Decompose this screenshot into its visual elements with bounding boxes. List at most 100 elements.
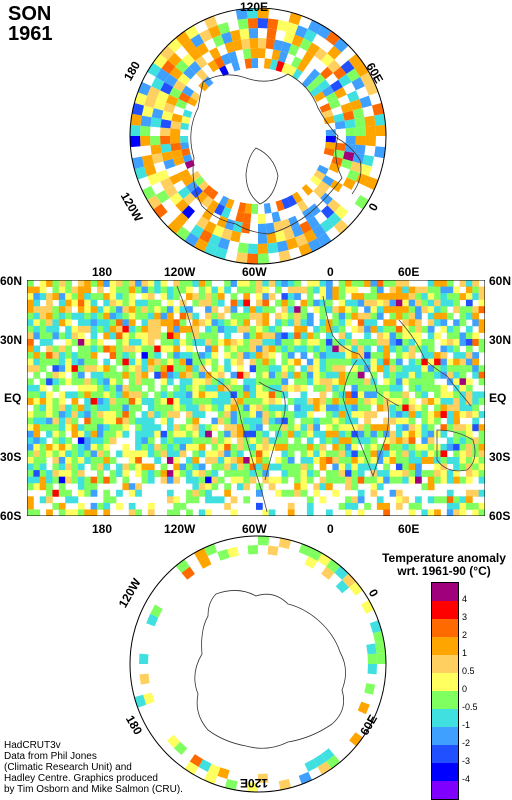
anomaly-cell	[325, 417, 333, 425]
anomaly-cell	[389, 450, 397, 458]
anomaly-cell	[27, 502, 34, 510]
anomaly-cell	[179, 443, 187, 451]
anomaly-cell	[135, 339, 142, 346]
anomaly-cell	[27, 411, 34, 419]
polar-anomaly-cell	[365, 125, 376, 136]
anomaly-cell	[453, 404, 460, 412]
anomaly-cell	[141, 339, 149, 346]
anomaly-cell	[39, 312, 47, 320]
anomaly-cell	[421, 391, 429, 399]
anomaly-cell	[224, 345, 231, 353]
anomaly-cell	[173, 424, 181, 432]
polar-anomaly-cell	[217, 237, 231, 250]
anomaly-cell	[77, 384, 85, 392]
anomaly-cell	[402, 437, 410, 445]
anomaly-cell	[268, 398, 276, 405]
anomaly-cell	[116, 470, 123, 478]
anomaly-cell	[230, 430, 238, 438]
anomaly-cell	[116, 345, 123, 353]
polar-anomaly-cell	[190, 224, 204, 239]
anomaly-cell	[128, 332, 136, 340]
anomaly-cell	[52, 443, 60, 451]
anomaly-cell	[256, 489, 263, 497]
anomaly-cell	[434, 476, 441, 484]
polar-anomaly-cell	[258, 38, 267, 49]
anomaly-cell	[306, 450, 314, 458]
anomaly-cell	[77, 312, 85, 320]
anomaly-cell	[446, 286, 454, 294]
anomaly-cell	[472, 509, 480, 516]
anomaly-cell	[434, 450, 441, 458]
anomaly-cell	[427, 476, 435, 484]
polar-anomaly-cell	[242, 212, 252, 224]
anomaly-cell	[90, 424, 98, 432]
anomaly-cell	[90, 371, 98, 379]
anomaly-cell	[58, 293, 66, 301]
anomaly-cell	[383, 365, 390, 373]
anomaly-cell	[446, 293, 454, 301]
polar-anomaly-cell	[130, 124, 141, 136]
anomaly-cell	[325, 332, 333, 340]
polar-anomaly-cell	[355, 172, 369, 186]
anomaly-cell	[306, 470, 314, 478]
anomaly-cell	[186, 509, 193, 516]
anomaly-cell	[147, 437, 155, 445]
anomaly-cell	[39, 443, 47, 451]
anomaly-cell	[383, 358, 390, 366]
anomaly-cell	[179, 398, 187, 405]
anomaly-cell	[395, 299, 403, 307]
anomaly-cell	[465, 463, 473, 471]
anomaly-cell	[281, 430, 289, 438]
polar-anomaly-cell	[346, 68, 361, 82]
anomaly-cell	[211, 371, 219, 379]
polar-anomaly-cell	[321, 175, 335, 187]
anomaly-cell	[364, 378, 371, 386]
anomaly-cell	[294, 424, 301, 432]
anomaly-cell	[294, 293, 301, 301]
anomaly-cell	[332, 293, 340, 301]
anomaly-cell	[135, 358, 142, 366]
anomaly-cell	[179, 437, 187, 445]
anomaly-cell	[421, 378, 429, 386]
anomaly-cell	[58, 391, 66, 399]
anomaly-cell	[287, 286, 295, 294]
anomaly-cell	[287, 417, 295, 425]
anomaly-cell	[459, 443, 467, 451]
anomaly-cell	[198, 378, 206, 386]
polar-anomaly-cell	[276, 240, 289, 253]
anomaly-cell	[325, 384, 333, 392]
anomaly-cell	[230, 509, 238, 516]
anomaly-cell	[357, 339, 365, 346]
anomaly-cell	[77, 293, 85, 301]
anomaly-cell	[453, 339, 460, 346]
anomaly-cell	[351, 443, 359, 451]
anomaly-cell	[154, 443, 161, 451]
anomaly-cell	[147, 430, 155, 438]
anomaly-cell	[71, 286, 79, 294]
anomaly-cell	[408, 417, 416, 425]
anomaly-cell	[27, 437, 34, 445]
polar-anomaly-cell	[169, 173, 182, 185]
season-title: SON	[8, 3, 52, 25]
anomaly-cell	[33, 365, 41, 373]
anomaly-cell	[211, 384, 219, 392]
anomaly-cell	[446, 391, 454, 399]
anomaly-cell	[71, 476, 79, 484]
anomaly-cell	[224, 483, 231, 491]
anomaly-cell	[27, 509, 34, 516]
anomaly-cell	[122, 371, 130, 379]
anomaly-cell	[421, 430, 429, 438]
anomaly-cell	[192, 457, 200, 464]
polar-anomaly-cell	[365, 136, 376, 147]
polar-anomaly-cell	[153, 99, 166, 111]
anomaly-cell	[96, 463, 104, 471]
polar-anomaly-cell	[325, 92, 338, 104]
anomaly-cell	[268, 332, 276, 340]
anomaly-cell	[103, 417, 111, 425]
anomaly-cell	[128, 411, 136, 419]
anomaly-cell	[224, 450, 231, 458]
polar-anomaly-cell	[130, 113, 142, 126]
polar-anomaly-cell	[251, 203, 258, 214]
anomaly-cell	[345, 483, 352, 491]
anomaly-cell	[173, 450, 181, 458]
